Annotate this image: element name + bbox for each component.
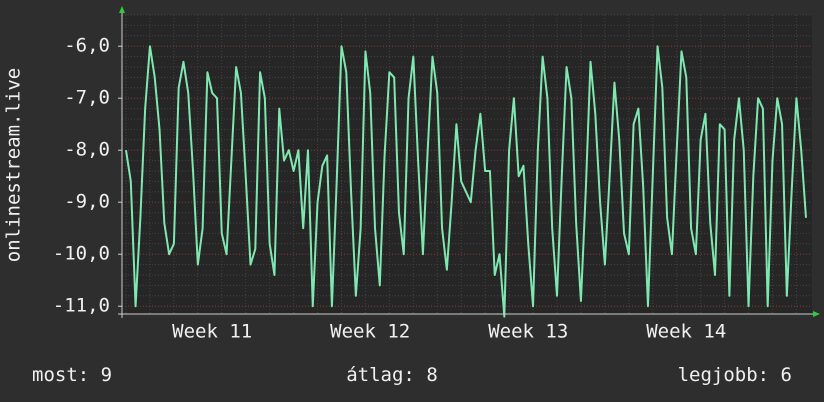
- y-tick-label: -8,0: [64, 139, 110, 161]
- axis-arrow: [119, 6, 125, 13]
- stat-label: legjobb:: [678, 364, 770, 386]
- y-tick-label: -11,0: [53, 295, 110, 317]
- stat-value: 9: [101, 364, 112, 386]
- stat: legjobb: 6: [678, 364, 792, 386]
- stat-label: most:: [32, 364, 89, 386]
- y-tick-label: -10,0: [53, 243, 110, 265]
- data-line: [125, 45, 807, 318]
- grid: [122, 14, 812, 314]
- x-tick-label: Week 14: [646, 321, 726, 343]
- marks: [125, 45, 807, 318]
- y-tick-label: -6,0: [64, 35, 110, 57]
- y-tick-label: -7,0: [64, 87, 110, 109]
- x-tick-label: Week 11: [172, 321, 252, 343]
- stat-value: 8: [426, 364, 437, 386]
- stat: átlag: 8: [346, 364, 438, 386]
- axis-arrow: [813, 311, 820, 317]
- x-tick-label: Week 13: [488, 321, 568, 343]
- stat-value: 6: [781, 364, 792, 386]
- x-tick-label: Week 12: [330, 321, 410, 343]
- stat-label: átlag:: [346, 364, 415, 386]
- stat: most: 9: [32, 364, 112, 386]
- y-axis-title: onlinestream.live: [3, 68, 25, 262]
- y-tick-label: -9,0: [64, 191, 110, 213]
